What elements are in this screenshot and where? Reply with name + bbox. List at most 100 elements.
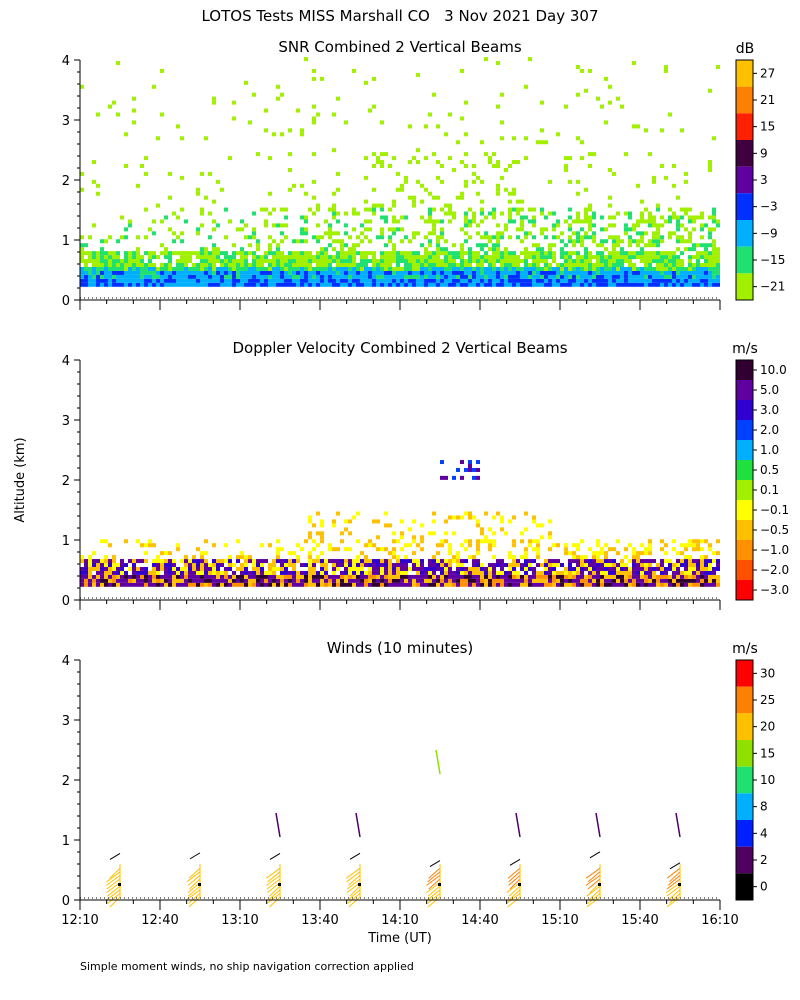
snr-cell: [656, 266, 660, 271]
doppler-cell: [484, 511, 488, 516]
snr-cell: [320, 255, 324, 260]
doppler-cell: [628, 563, 632, 567]
wind-marker: [438, 883, 441, 886]
snr-cell: [608, 167, 612, 172]
snr-cell: [308, 259, 312, 264]
doppler-cell: [612, 566, 616, 571]
snr-cell: [312, 282, 316, 287]
snr-cell: [392, 231, 396, 236]
snr-cell: [584, 187, 588, 192]
snr-cell: [408, 282, 412, 287]
wind-marker: [118, 883, 121, 886]
snr-cell: [344, 243, 348, 248]
snr-cell: [300, 274, 304, 279]
doppler-cell: [352, 570, 356, 575]
doppler-cell: [108, 566, 112, 571]
doppler-cell: [664, 566, 668, 571]
doppler-cell: [716, 551, 720, 556]
doppler-cell: [536, 566, 540, 571]
doppler-cell: [560, 570, 564, 575]
snr-cell: [396, 251, 400, 256]
colorbar-swatch: [736, 820, 753, 847]
snr-cell: [564, 164, 568, 168]
doppler-cell: [216, 559, 220, 564]
doppler-cell: [200, 559, 204, 564]
doppler-cell: [440, 570, 444, 575]
snr-cell: [196, 266, 200, 271]
doppler-cell: [388, 574, 392, 579]
doppler-cell: [460, 566, 464, 571]
snr-cell: [372, 255, 376, 260]
snr-cell: [444, 259, 448, 264]
snr-cell: [628, 270, 632, 275]
snr-cell: [120, 235, 124, 240]
doppler-cell: [224, 578, 228, 583]
doppler-cell: [704, 555, 708, 560]
snr-cell: [508, 259, 512, 264]
snr-cell: [496, 278, 500, 283]
snr-cell: [92, 278, 96, 283]
snr-cell: [660, 223, 664, 228]
doppler-cell: [668, 582, 672, 587]
doppler-cell: [96, 559, 100, 564]
snr-cell: [516, 160, 520, 165]
doppler-heatmap-cells: [80, 460, 720, 587]
snr-cell: [676, 223, 680, 228]
snr-cell: [584, 259, 588, 264]
snr-cell: [672, 263, 676, 267]
doppler-cell: [452, 578, 456, 583]
snr-cell: [112, 270, 116, 275]
doppler-cell: [156, 570, 160, 575]
snr-cell: [464, 263, 468, 267]
snr-cell: [412, 282, 416, 287]
snr-cell: [324, 219, 328, 224]
snr-cell: [272, 263, 276, 267]
doppler-cell: [600, 582, 604, 587]
snr-cell: [712, 136, 716, 141]
doppler-cell: [116, 578, 120, 583]
snr-cell: [652, 259, 656, 264]
snr-cell: [452, 251, 456, 256]
snr-cell: [176, 215, 180, 220]
snr-cell: [652, 270, 656, 275]
doppler-cell: [528, 563, 532, 567]
doppler-cell: [664, 578, 668, 583]
snr-cell: [280, 223, 284, 228]
snr-cell: [188, 274, 192, 279]
footnote: Simple moment winds, no ship navigation …: [80, 960, 414, 973]
snr-cell: [392, 266, 396, 271]
snr-cell: [312, 120, 316, 125]
doppler-cell: [612, 578, 616, 583]
snr-cell: [116, 282, 120, 287]
doppler-cell: [148, 563, 152, 567]
snr-cell: [344, 274, 348, 279]
doppler-cell: [576, 543, 580, 548]
colorbar-label: 8: [760, 800, 768, 814]
snr-cell: [236, 251, 240, 256]
doppler-cell: [536, 570, 540, 575]
snr-cell: [364, 270, 368, 275]
snr-cell: [588, 207, 592, 212]
doppler-cell: [140, 582, 144, 587]
doppler-cell: [516, 563, 520, 567]
doppler-cell: [660, 539, 664, 544]
snr-cell: [336, 278, 340, 283]
snr-cell: [428, 243, 432, 248]
snr-cell: [616, 270, 620, 275]
snr-cell: [240, 247, 244, 252]
snr-cell: [160, 243, 164, 248]
snr-cell: [600, 251, 604, 256]
doppler-cell: [540, 535, 544, 540]
doppler-cell: [368, 566, 372, 571]
snr-cell: [648, 278, 652, 283]
snr-cell: [276, 251, 280, 256]
snr-cell: [356, 235, 360, 240]
snr-cell: [496, 274, 500, 279]
snr-cell: [572, 243, 576, 248]
doppler-cell: [184, 566, 188, 571]
doppler-cell: [496, 566, 500, 571]
snr-cell: [480, 255, 484, 260]
doppler-cell: [260, 578, 264, 583]
snr-cell: [692, 247, 696, 252]
doppler-cell: [260, 582, 264, 587]
